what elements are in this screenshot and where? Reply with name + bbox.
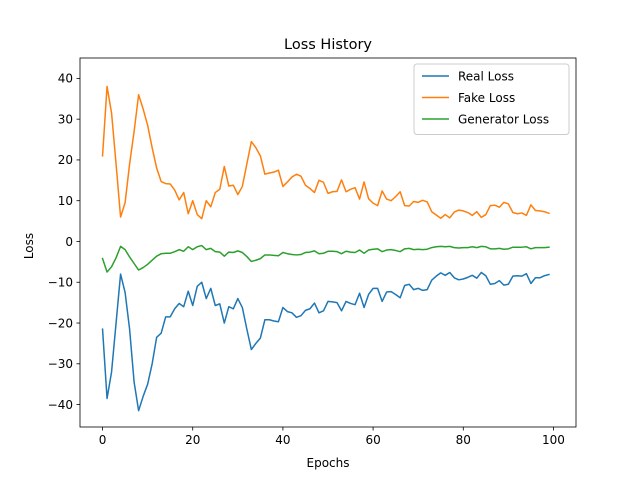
chart-title: Loss History — [284, 37, 372, 53]
legend: Real Loss Fake Loss Generator Loss — [413, 63, 570, 135]
y-tick-label-5: 10 — [58, 194, 73, 208]
legend-label-2: Generator Loss — [458, 112, 549, 126]
x-tick-label-3: 60 — [365, 433, 380, 447]
y-tick-label-8: 40 — [58, 72, 73, 86]
y-tick-label-3: −10 — [48, 276, 73, 290]
y-tick-label-0: −40 — [48, 398, 73, 412]
series-line-1 — [101, 85, 550, 220]
x-tick-label-0: 0 — [99, 433, 107, 447]
x-tick-label-5: 100 — [542, 433, 565, 447]
x-axis-label: Epochs — [307, 456, 350, 470]
axes: 0 20 40 60 80 100 −40 −30 −20 −10 0 10 20 30 40 — [48, 57, 577, 447]
legend-label-0: Real Loss — [458, 69, 514, 83]
x-tick-label-2: 40 — [275, 433, 290, 447]
y-tick-label-1: −30 — [48, 357, 73, 371]
y-axis-label: Loss — [22, 233, 36, 259]
axes-frame — [79, 57, 577, 428]
x-tick-label-1: 20 — [185, 433, 200, 447]
legend-box — [413, 63, 570, 135]
series-line-2 — [101, 244, 550, 273]
y-tick-label-2: −20 — [48, 316, 73, 330]
series-line-0 — [101, 271, 550, 412]
y-tick-label-4: 0 — [65, 235, 73, 249]
y-tick-label-7: 30 — [58, 112, 73, 126]
plot-area — [101, 85, 550, 412]
legend-label-1: Fake Loss — [458, 91, 515, 105]
y-tick-label-6: 20 — [58, 153, 73, 167]
x-tick-label-4: 80 — [456, 433, 471, 447]
